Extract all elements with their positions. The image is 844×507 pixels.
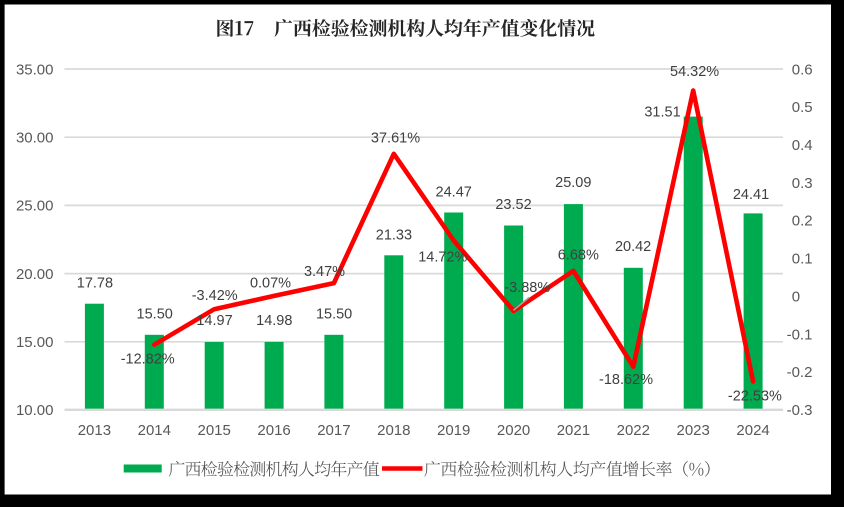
svg-text:6.68%: 6.68% bbox=[558, 248, 599, 264]
svg-text:2014: 2014 bbox=[138, 422, 171, 439]
svg-text:-22.53%: -22.53% bbox=[728, 388, 782, 404]
svg-text:0.1: 0.1 bbox=[792, 251, 813, 268]
svg-text:25.00: 25.00 bbox=[16, 198, 54, 215]
svg-text:0.4: 0.4 bbox=[792, 137, 813, 154]
svg-text:2023: 2023 bbox=[677, 422, 710, 439]
svg-text:2016: 2016 bbox=[257, 422, 290, 439]
svg-text:23.52: 23.52 bbox=[495, 197, 531, 213]
svg-text:2022: 2022 bbox=[617, 422, 650, 439]
svg-text:-18.62%: -18.62% bbox=[599, 372, 653, 388]
svg-text:25.09: 25.09 bbox=[555, 175, 591, 191]
svg-text:-0.1: -0.1 bbox=[787, 326, 813, 343]
svg-text:0.6: 0.6 bbox=[792, 61, 813, 78]
svg-text:37.61%: 37.61% bbox=[371, 130, 420, 146]
svg-text:2018: 2018 bbox=[377, 422, 410, 439]
svg-text:0.5: 0.5 bbox=[792, 99, 813, 116]
svg-text:0.3: 0.3 bbox=[792, 175, 813, 192]
svg-text:0: 0 bbox=[792, 289, 800, 306]
svg-text:2021: 2021 bbox=[557, 422, 590, 439]
svg-text:-0.2: -0.2 bbox=[787, 364, 813, 381]
svg-text:-3.42%: -3.42% bbox=[192, 288, 238, 304]
svg-text:14.98: 14.98 bbox=[256, 313, 292, 329]
svg-text:-3.88%: -3.88% bbox=[504, 280, 550, 296]
svg-text:-12.82%: -12.82% bbox=[121, 351, 175, 367]
svg-text:-0.3: -0.3 bbox=[787, 402, 813, 419]
svg-text:20.42: 20.42 bbox=[615, 239, 651, 255]
svg-text:15.50: 15.50 bbox=[137, 306, 173, 322]
svg-text:24.47: 24.47 bbox=[436, 184, 472, 200]
svg-text:24.41: 24.41 bbox=[733, 187, 769, 203]
svg-text:14.72%: 14.72% bbox=[418, 249, 467, 265]
svg-text:15.00: 15.00 bbox=[16, 334, 54, 351]
svg-text:54.32%: 54.32% bbox=[670, 64, 719, 80]
svg-text:35.00: 35.00 bbox=[16, 61, 54, 78]
svg-text:2020: 2020 bbox=[497, 422, 530, 439]
svg-text:2015: 2015 bbox=[198, 422, 231, 439]
svg-text:2013: 2013 bbox=[78, 422, 111, 439]
svg-text:17.78: 17.78 bbox=[77, 276, 113, 292]
svg-text:2019: 2019 bbox=[437, 422, 470, 439]
svg-text:14.97: 14.97 bbox=[196, 313, 232, 329]
svg-text:31.51: 31.51 bbox=[644, 105, 680, 121]
svg-text:3.47%: 3.47% bbox=[304, 264, 345, 280]
svg-text:2017: 2017 bbox=[317, 422, 350, 439]
svg-text:10.00: 10.00 bbox=[16, 402, 54, 419]
svg-text:0.07%: 0.07% bbox=[250, 276, 291, 292]
svg-text:2024: 2024 bbox=[736, 422, 769, 439]
svg-text:0.2: 0.2 bbox=[792, 213, 813, 230]
svg-text:15.50: 15.50 bbox=[316, 306, 352, 322]
svg-text:21.33: 21.33 bbox=[376, 227, 412, 243]
svg-text:20.00: 20.00 bbox=[16, 266, 54, 283]
svg-text:30.00: 30.00 bbox=[16, 130, 54, 147]
